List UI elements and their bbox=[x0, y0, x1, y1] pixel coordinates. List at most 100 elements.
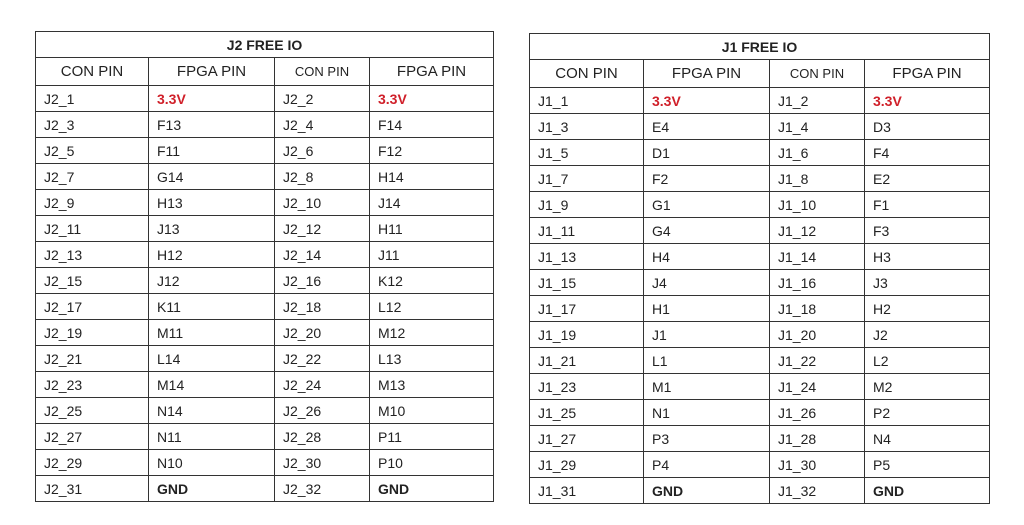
con-pin-cell: J1_8 bbox=[769, 165, 865, 192]
fpga-pin-cell: N10 bbox=[148, 449, 275, 476]
header-row: CON PIN FPGA PIN CON PIN FPGA PIN bbox=[35, 57, 495, 86]
con-pin-cell: J2_16 bbox=[274, 267, 370, 294]
con-pin-cell: J2_22 bbox=[274, 345, 370, 372]
con-pin-cell: J2_12 bbox=[274, 215, 370, 242]
fpga-pin-cell: H4 bbox=[643, 243, 770, 270]
con-pin-cell: J1_19 bbox=[529, 321, 644, 348]
table-row: J1_11 G4 J1_12 F3 bbox=[529, 217, 991, 244]
fpga-pin-cell: G14 bbox=[148, 163, 275, 190]
j2-free-io-table: J2 FREE IO CON PIN FPGA PIN CON PIN FPGA PIN… bbox=[34, 31, 495, 502]
table-title: J2 FREE IO bbox=[34, 31, 495, 58]
con-pin-cell: J1_2 bbox=[769, 87, 865, 114]
fpga-pin-cell: K11 bbox=[148, 293, 275, 320]
fpga-pin-cell: J4 bbox=[643, 269, 770, 296]
column-header: FPGA PIN bbox=[148, 57, 275, 86]
con-pin-cell: J1_4 bbox=[769, 113, 865, 140]
con-pin-cell: J2_25 bbox=[35, 397, 149, 424]
table-row: J2_9 H13 J2_10 J14 bbox=[35, 189, 495, 216]
con-pin-cell: J2_17 bbox=[35, 293, 149, 320]
fpga-pin-cell: P2 bbox=[863, 399, 991, 426]
fpga-pin-cell: N1 bbox=[643, 399, 770, 426]
table-title: J1 FREE IO bbox=[528, 33, 991, 60]
fpga-pin-cell: G1 bbox=[643, 191, 770, 218]
con-pin-cell: J2_13 bbox=[35, 241, 149, 268]
table-row: J1_9 G1 J1_10 F1 bbox=[529, 191, 991, 218]
fpga-pin-cell: GND bbox=[863, 477, 991, 504]
fpga-pin-cell: F3 bbox=[863, 217, 991, 244]
con-pin-cell: J1_3 bbox=[529, 113, 644, 140]
con-pin-cell: J2_23 bbox=[35, 371, 149, 398]
j1-free-io-table: J1 FREE IO CON PIN FPGA PIN CON PIN FPGA PIN… bbox=[528, 33, 991, 504]
fpga-pin-cell: P5 bbox=[863, 451, 991, 478]
title-row: J2 FREE IO bbox=[34, 31, 495, 58]
con-pin-cell: J2_28 bbox=[274, 423, 370, 450]
con-pin-cell: J1_14 bbox=[769, 243, 865, 270]
fpga-pin-cell: F13 bbox=[148, 111, 275, 138]
con-pin-cell: J1_26 bbox=[769, 399, 865, 426]
fpga-pin-cell: F1 bbox=[863, 191, 991, 218]
table-row: J2_11 J13 J2_12 H11 bbox=[35, 215, 495, 242]
fpga-pin-cell: H13 bbox=[148, 189, 275, 216]
table-row: J2_1 3.3V J2_2 3.3V bbox=[35, 85, 495, 112]
con-pin-cell: J1_28 bbox=[769, 425, 865, 452]
fpga-pin-cell: J13 bbox=[148, 215, 275, 242]
column-header: FPGA PIN bbox=[368, 57, 495, 86]
fpga-pin-cell: 3.3V bbox=[148, 85, 275, 112]
fpga-pin-cell: F2 bbox=[643, 165, 770, 192]
table-row: J1_15 J4 J1_16 J3 bbox=[529, 269, 991, 296]
fpga-pin-cell: GND bbox=[368, 475, 495, 502]
con-pin-cell: J1_21 bbox=[529, 347, 644, 374]
table-row: J1_3 E4 J1_4 D3 bbox=[529, 113, 991, 140]
table-row: J1_27 P3 J1_28 N4 bbox=[529, 425, 991, 452]
con-pin-cell: J2_8 bbox=[274, 163, 370, 190]
table-row: J1_25 N1 J1_26 P2 bbox=[529, 399, 991, 426]
fpga-pin-cell: N14 bbox=[148, 397, 275, 424]
fpga-pin-cell: M12 bbox=[368, 319, 495, 346]
fpga-pin-cell: J3 bbox=[863, 269, 991, 296]
fpga-pin-cell: H11 bbox=[368, 215, 495, 242]
table-row: J2_25 N14 J2_26 M10 bbox=[35, 397, 495, 424]
con-pin-cell: J1_23 bbox=[529, 373, 644, 400]
fpga-pin-cell: D3 bbox=[863, 113, 991, 140]
column-header: FPGA PIN bbox=[863, 59, 991, 88]
con-pin-cell: J1_11 bbox=[529, 217, 644, 244]
fpga-pin-cell: 3.3V bbox=[863, 87, 991, 114]
con-pin-cell: J2_10 bbox=[274, 189, 370, 216]
con-pin-cell: J1_24 bbox=[769, 373, 865, 400]
fpga-pin-cell: M14 bbox=[148, 371, 275, 398]
fpga-pin-cell: L2 bbox=[863, 347, 991, 374]
table-row: J2_17 K11 J2_18 L12 bbox=[35, 293, 495, 320]
fpga-pin-cell: J12 bbox=[148, 267, 275, 294]
fpga-pin-cell: E4 bbox=[643, 113, 770, 140]
column-header: CON PIN bbox=[35, 57, 149, 86]
fpga-pin-cell: D1 bbox=[643, 139, 770, 166]
con-pin-cell: J2_19 bbox=[35, 319, 149, 346]
fpga-pin-cell: H3 bbox=[863, 243, 991, 270]
fpga-pin-cell: G4 bbox=[643, 217, 770, 244]
con-pin-cell: J2_27 bbox=[35, 423, 149, 450]
con-pin-cell: J1_22 bbox=[769, 347, 865, 374]
column-header: CON PIN bbox=[529, 59, 644, 88]
fpga-pin-cell: J14 bbox=[368, 189, 495, 216]
con-pin-cell: J1_10 bbox=[769, 191, 865, 218]
con-pin-cell: J1_16 bbox=[769, 269, 865, 296]
con-pin-cell: J2_2 bbox=[274, 85, 370, 112]
table-row: J2_29 N10 J2_30 P10 bbox=[35, 449, 495, 476]
table-row: J1_31 GND J1_32 GND bbox=[529, 477, 991, 504]
fpga-pin-cell: 3.3V bbox=[368, 85, 495, 112]
con-pin-cell: J2_11 bbox=[35, 215, 149, 242]
con-pin-cell: J2_24 bbox=[274, 371, 370, 398]
con-pin-cell: J1_12 bbox=[769, 217, 865, 244]
con-pin-cell: J2_14 bbox=[274, 241, 370, 268]
con-pin-cell: J2_9 bbox=[35, 189, 149, 216]
con-pin-cell: J1_32 bbox=[769, 477, 865, 504]
table-row: J2_21 L14 J2_22 L13 bbox=[35, 345, 495, 372]
con-pin-cell: J2_30 bbox=[274, 449, 370, 476]
table-row: J2_7 G14 J2_8 H14 bbox=[35, 163, 495, 190]
fpga-pin-cell: H14 bbox=[368, 163, 495, 190]
fpga-pin-cell: F4 bbox=[863, 139, 991, 166]
con-pin-cell: J2_20 bbox=[274, 319, 370, 346]
fpga-pin-cell: P4 bbox=[643, 451, 770, 478]
fpga-pin-cell: L13 bbox=[368, 345, 495, 372]
table-row: J1_5 D1 J1_6 F4 bbox=[529, 139, 991, 166]
